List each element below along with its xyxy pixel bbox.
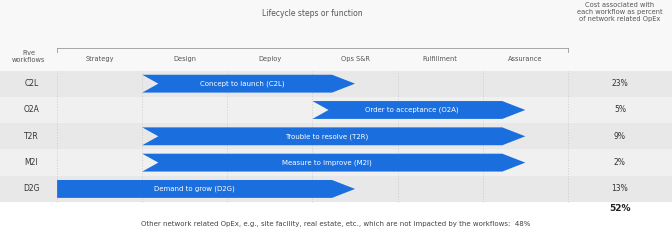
- Text: Demand to grow (D2G): Demand to grow (D2G): [154, 186, 235, 192]
- Text: 2%: 2%: [614, 158, 626, 167]
- Text: Ops S&R: Ops S&R: [341, 56, 370, 63]
- Text: 9%: 9%: [614, 132, 626, 141]
- Text: Other network related OpEx, e.g., site facility, real estate, etc., which are no: Other network related OpEx, e.g., site f…: [141, 221, 531, 227]
- Bar: [0, 97, 672, 123]
- Text: Design: Design: [173, 56, 196, 63]
- Text: Measure to improve (M2I): Measure to improve (M2I): [282, 159, 372, 166]
- Text: Cost associated with
each workflow as percent
of network related OpEx: Cost associated with each workflow as pe…: [577, 2, 663, 22]
- Text: Trouble to resolve (T2R): Trouble to resolve (T2R): [286, 133, 369, 140]
- Polygon shape: [312, 101, 526, 119]
- Polygon shape: [57, 180, 355, 198]
- Text: Order to acceptance (O2A): Order to acceptance (O2A): [366, 107, 459, 113]
- Text: D2G: D2G: [23, 184, 40, 193]
- Text: 13%: 13%: [612, 184, 628, 193]
- Polygon shape: [142, 154, 526, 172]
- Bar: [0, 123, 672, 149]
- Text: T2R: T2R: [24, 132, 39, 141]
- Text: 52%: 52%: [610, 204, 630, 213]
- Text: Five
workflows: Five workflows: [12, 50, 45, 63]
- Bar: [0, 176, 672, 202]
- Text: M2I: M2I: [25, 158, 38, 167]
- Polygon shape: [142, 127, 526, 145]
- Bar: [0, 149, 672, 176]
- Text: Strategy: Strategy: [85, 56, 114, 63]
- Text: Assurance: Assurance: [508, 56, 542, 63]
- Text: Fulfillment: Fulfillment: [423, 56, 458, 63]
- Text: O2A: O2A: [24, 106, 40, 114]
- Text: 23%: 23%: [612, 79, 628, 88]
- Bar: [0, 70, 672, 97]
- Text: 5%: 5%: [614, 106, 626, 114]
- Bar: [0, 0, 672, 70]
- Text: Deploy: Deploy: [258, 56, 282, 63]
- Text: Lifecycle steps or function: Lifecycle steps or function: [262, 9, 363, 18]
- Text: C2L: C2L: [24, 79, 38, 88]
- Polygon shape: [142, 75, 355, 93]
- Text: Concept to launch (C2L): Concept to launch (C2L): [200, 80, 284, 87]
